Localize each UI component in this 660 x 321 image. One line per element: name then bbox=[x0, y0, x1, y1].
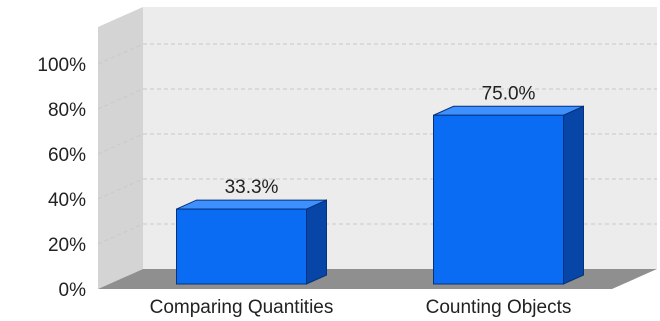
x-axis-categories: Comparing Quantities Counting Objects bbox=[150, 297, 572, 318]
bar bbox=[433, 105, 584, 285]
y-tick-label: 0% bbox=[59, 280, 87, 301]
bar-side bbox=[563, 105, 584, 285]
x-category-label: Counting Objects bbox=[426, 297, 572, 318]
bar-top bbox=[176, 199, 327, 210]
y-tick-label: 20% bbox=[48, 235, 86, 256]
y-tick-label: 60% bbox=[48, 145, 86, 166]
bar-side bbox=[306, 199, 327, 285]
bar-front bbox=[176, 208, 307, 285]
data-label: 33.3% bbox=[225, 177, 279, 198]
data-labels: 33.3% 75.0% bbox=[225, 83, 536, 198]
bars bbox=[176, 105, 584, 285]
gridline-side bbox=[97, 43, 144, 65]
data-label: 75.0% bbox=[482, 83, 536, 104]
bar-top bbox=[433, 105, 584, 116]
gridline-side bbox=[97, 178, 144, 200]
x-category-label: Comparing Quantities bbox=[150, 297, 334, 318]
gridline-side bbox=[97, 88, 144, 110]
gridline-side bbox=[97, 223, 144, 245]
side-wall bbox=[98, 7, 143, 289]
bar bbox=[176, 199, 327, 285]
y-tick-label: 100% bbox=[37, 55, 86, 76]
y-axis-ticks: 0% 20% 40% 60% 80% 100% bbox=[37, 55, 86, 301]
bar-front bbox=[433, 114, 564, 285]
y-tick-label: 80% bbox=[48, 100, 86, 121]
y-tick-label: 40% bbox=[48, 190, 86, 211]
gridline-side bbox=[97, 133, 144, 155]
